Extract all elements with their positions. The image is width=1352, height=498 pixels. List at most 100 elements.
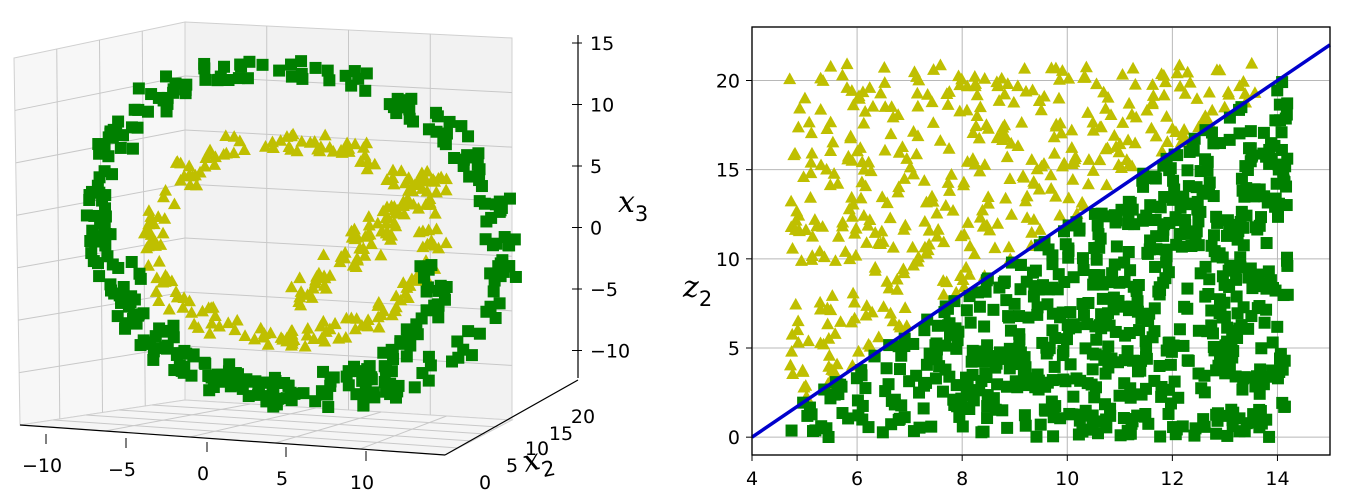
triangle-point [886, 240, 900, 253]
triangle-point [261, 338, 275, 350]
square-point [232, 72, 245, 85]
triangle-point [156, 226, 170, 239]
square-point [1211, 407, 1224, 420]
square-point [493, 297, 506, 310]
triangle-point [791, 323, 805, 336]
triangle-point [1202, 85, 1216, 98]
square-point [405, 92, 418, 105]
triangle-point [906, 258, 920, 271]
square-point [1048, 360, 1061, 373]
triangle-point [814, 102, 828, 115]
grid-line [52, 419, 459, 449]
triangle-point [140, 241, 154, 254]
triangle-point [439, 183, 453, 196]
triangle-point [1097, 85, 1111, 98]
triangle-point [274, 134, 288, 146]
triangle-point [973, 210, 987, 223]
y-axis-label: x2 [519, 439, 557, 485]
triangle-point [358, 249, 372, 261]
square-point [400, 323, 413, 336]
triangle-point [389, 206, 403, 219]
square-point [1014, 283, 1027, 296]
square-point [910, 369, 923, 382]
square-point [89, 235, 102, 248]
x-tick-label: 5 [276, 468, 288, 490]
z-tick-label: 15 [590, 33, 614, 55]
triangle-point [999, 191, 1013, 204]
triangle-point [227, 130, 241, 142]
square-point [404, 339, 417, 352]
square-point [1142, 314, 1155, 327]
triangle-point [972, 131, 986, 144]
square-point [168, 364, 181, 377]
triangle-point [992, 94, 1006, 106]
triangle-point [789, 213, 803, 226]
triangle-point [401, 172, 415, 185]
triangle-point [208, 158, 222, 170]
triangle-point [372, 295, 386, 308]
triangle-point [1079, 60, 1093, 73]
square-point [956, 401, 969, 414]
triangle-point [386, 163, 400, 176]
triangle-point [294, 298, 308, 311]
square-point [1108, 209, 1121, 222]
square-point [1202, 288, 1215, 301]
triangle-point [339, 330, 353, 343]
square-point [321, 64, 334, 77]
triangle-point [794, 254, 808, 266]
square-point [953, 410, 966, 423]
square-point [1164, 358, 1177, 371]
square-point [1216, 270, 1229, 283]
triangle-point [430, 222, 444, 235]
y-tick-label: 0 [728, 427, 740, 449]
triangle-point [835, 68, 849, 81]
square-point [465, 349, 478, 362]
square-point [1279, 160, 1292, 173]
triangle-point [820, 122, 834, 134]
square-point [252, 383, 265, 396]
square-point [438, 293, 451, 306]
square-point [1190, 181, 1203, 194]
triangle-point [349, 260, 363, 272]
square-point [1192, 215, 1205, 228]
triangle-point [816, 220, 830, 232]
square-point [462, 130, 475, 143]
triangle-point [789, 297, 803, 310]
square-point [1026, 266, 1039, 279]
square-point [1238, 371, 1251, 384]
triangle-point [816, 74, 830, 86]
y-tick-label: 5 [728, 338, 740, 360]
triangle-point [1017, 170, 1031, 183]
square-point [1163, 336, 1176, 349]
square-point [323, 74, 336, 87]
square-point [1257, 147, 1270, 160]
triangle-point [975, 203, 989, 216]
triangle-point [1025, 153, 1039, 165]
square-point [1237, 239, 1250, 252]
square-point [199, 73, 212, 86]
square-point [390, 107, 403, 120]
triangle-point [394, 164, 408, 177]
square-point [1230, 273, 1243, 286]
square-point [472, 147, 485, 160]
triangle-point [151, 210, 165, 222]
triangle-point [1146, 78, 1160, 90]
triangle-point [1057, 156, 1071, 169]
square-point [400, 350, 413, 363]
triangle-point [1157, 88, 1171, 101]
square-point [1049, 400, 1062, 413]
triangle-point [814, 336, 828, 349]
square-point [1121, 345, 1134, 358]
z-tick-label: −5 [590, 279, 618, 301]
triangle-point [805, 253, 819, 265]
square-point [1133, 324, 1146, 337]
square-point [1269, 284, 1282, 297]
triangle-point [237, 143, 251, 155]
triangle-point [852, 92, 866, 104]
square-point [134, 272, 147, 285]
triangle-point [1062, 191, 1076, 204]
square-point [950, 342, 963, 355]
square-point [360, 390, 373, 403]
square-point [1236, 383, 1249, 396]
triangle-point [898, 301, 912, 313]
